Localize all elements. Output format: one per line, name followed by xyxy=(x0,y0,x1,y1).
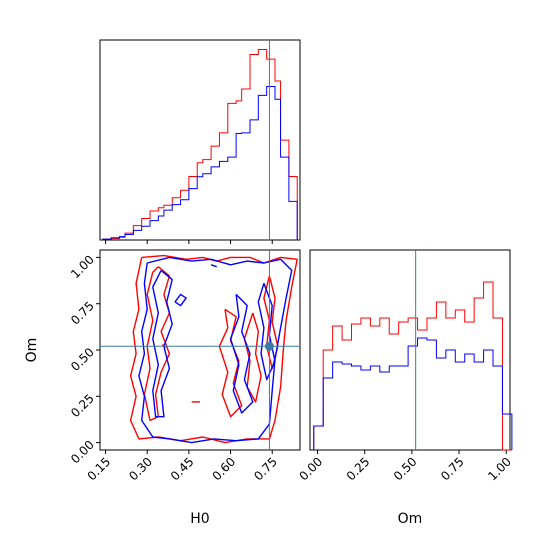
om-hist-x-tick-label-4: 1.00 xyxy=(485,455,514,484)
contour-blue-5 xyxy=(210,264,217,268)
contour-x-tick-label-3: 0.60 xyxy=(210,455,239,484)
truth-point xyxy=(264,341,274,351)
om-hist-x-tick-label-3: 0.75 xyxy=(438,455,467,484)
h0-histogram-red-series xyxy=(102,49,298,240)
contour-blue-4 xyxy=(174,293,187,307)
contour-y-tick-label-0: 0.00 xyxy=(68,438,97,467)
contour-y-tick-label-2: 0.50 xyxy=(68,345,97,374)
contour-blue-3 xyxy=(257,283,276,381)
om-hist-x-tick-label-0: 0.00 xyxy=(297,455,326,484)
contour-x-tick-label-1: 0.30 xyxy=(126,455,155,484)
contour-y-tick-label-3: 0.75 xyxy=(68,299,97,328)
contour-x-tick-label-0: 0.15 xyxy=(85,455,114,484)
om-hist-x-tick-label-1: 0.25 xyxy=(344,455,373,484)
om-hist-x-tick-label-2: 0.50 xyxy=(391,455,420,484)
y-axis-label-om: Om xyxy=(24,338,40,363)
contour-y-tick-label-4: 1.00 xyxy=(68,252,97,281)
om-histogram-frame xyxy=(309,249,511,451)
contour-x-tick-label-4: 0.75 xyxy=(251,455,280,484)
contour-x-tick-label-2: 0.45 xyxy=(168,455,197,484)
h0-histogram-blue-series xyxy=(102,86,298,240)
contour-red-0 xyxy=(129,254,298,444)
contour-blue-2 xyxy=(229,293,254,414)
contour-y-tick-label-1: 0.25 xyxy=(68,391,97,420)
contour-red-3 xyxy=(243,312,262,403)
contour-blue-0 xyxy=(138,256,293,444)
contour-blue-1 xyxy=(152,269,173,418)
x-axis-label-h0: H0 xyxy=(190,511,209,527)
h0-om-contours xyxy=(100,250,300,450)
x-axis-label-om: Om xyxy=(398,511,423,527)
om-histogram xyxy=(313,250,513,451)
h0-histogram-frame xyxy=(99,39,301,241)
om-histogram-red-series xyxy=(313,281,512,451)
h0-histogram xyxy=(102,40,298,240)
om-histogram-blue-series xyxy=(313,337,513,450)
